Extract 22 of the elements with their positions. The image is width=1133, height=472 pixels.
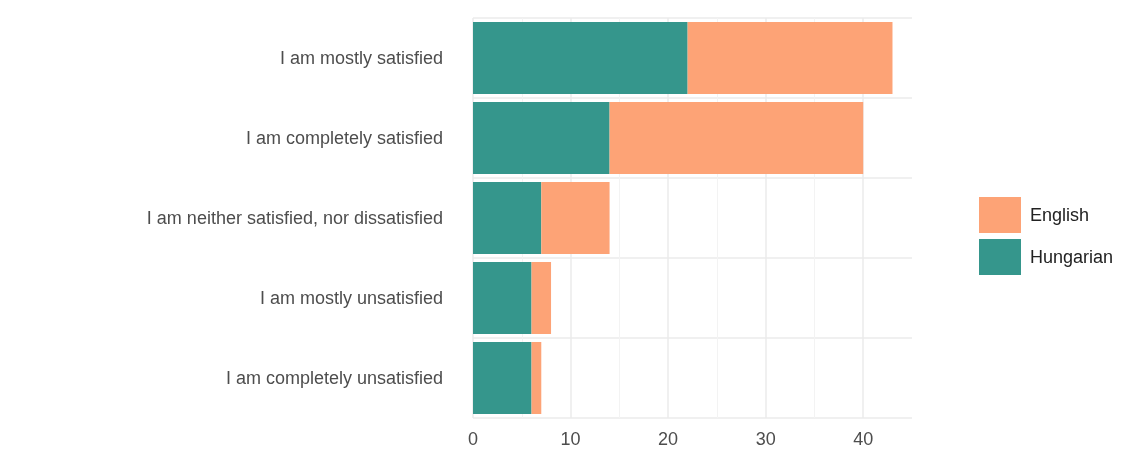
y-tick-label: I am mostly satisfied	[279, 48, 443, 68]
x-tick-label: 0	[467, 429, 479, 449]
y-tick-label: I am completely unsatisfied	[225, 368, 443, 388]
legend-label: English	[1030, 205, 1090, 225]
bar	[531, 262, 552, 334]
bar	[473, 182, 542, 254]
x-tick-label: 40	[853, 429, 874, 449]
bar	[473, 262, 532, 334]
bar	[609, 102, 864, 174]
x-tick-label: 20	[658, 429, 679, 449]
bar	[473, 102, 610, 174]
y-tick-label: I am neither satisfied, nor dissatisfied	[146, 208, 443, 228]
y-tick-label: I am completely satisfied	[245, 128, 443, 148]
bar	[473, 22, 688, 94]
bar	[473, 342, 532, 414]
bar	[687, 22, 893, 94]
bar	[531, 342, 542, 414]
y-tick-label: I am mostly unsatisfied	[259, 288, 443, 308]
x-tick-label: 10	[560, 429, 581, 449]
bar	[541, 182, 610, 254]
x-tick-label: 30	[755, 429, 776, 449]
legend-label: Hungarian	[1030, 247, 1114, 267]
